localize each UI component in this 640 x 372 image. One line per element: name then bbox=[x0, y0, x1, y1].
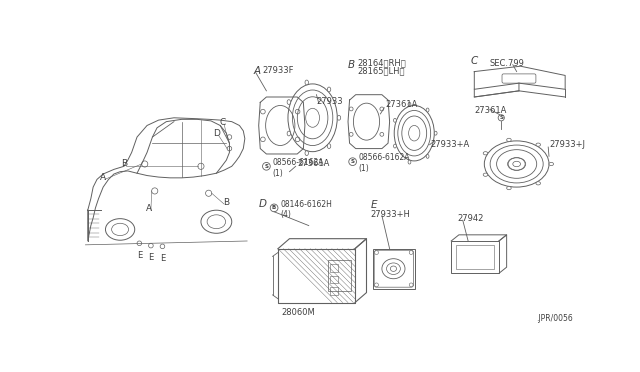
Circle shape bbox=[409, 283, 413, 287]
Text: 27361A: 27361A bbox=[474, 106, 507, 115]
Circle shape bbox=[349, 107, 353, 111]
Ellipse shape bbox=[483, 173, 488, 176]
Text: 27933+A: 27933+A bbox=[431, 140, 470, 149]
Text: 27933+H: 27933+H bbox=[371, 210, 410, 219]
Ellipse shape bbox=[549, 162, 554, 166]
Bar bbox=[451, 241, 499, 273]
Text: 27933F: 27933F bbox=[262, 66, 294, 75]
Ellipse shape bbox=[536, 182, 541, 185]
Ellipse shape bbox=[426, 108, 429, 112]
Text: 27361A: 27361A bbox=[297, 160, 330, 169]
Circle shape bbox=[380, 132, 384, 136]
Text: (1): (1) bbox=[273, 169, 284, 177]
Text: C: C bbox=[220, 118, 226, 127]
Text: A: A bbox=[253, 66, 260, 76]
Text: (1): (1) bbox=[359, 164, 369, 173]
Ellipse shape bbox=[536, 143, 541, 146]
Circle shape bbox=[349, 132, 353, 136]
Ellipse shape bbox=[507, 186, 511, 190]
Text: 08566-6162A: 08566-6162A bbox=[273, 158, 324, 167]
Ellipse shape bbox=[287, 131, 291, 136]
Circle shape bbox=[295, 109, 300, 114]
Text: 27942: 27942 bbox=[458, 214, 484, 223]
Circle shape bbox=[260, 137, 265, 142]
Text: 27933+J: 27933+J bbox=[550, 140, 586, 149]
Text: D: D bbox=[213, 129, 220, 138]
Text: 08566-6162A: 08566-6162A bbox=[359, 153, 410, 162]
Text: E: E bbox=[137, 251, 142, 260]
Text: C: C bbox=[470, 56, 477, 66]
Circle shape bbox=[374, 283, 378, 287]
Ellipse shape bbox=[327, 87, 331, 92]
Text: (4): (4) bbox=[280, 210, 291, 219]
Ellipse shape bbox=[305, 80, 308, 85]
Ellipse shape bbox=[435, 131, 437, 135]
Text: 08146-6162H: 08146-6162H bbox=[280, 199, 332, 209]
Circle shape bbox=[260, 109, 265, 114]
Text: B: B bbox=[121, 160, 127, 169]
Text: 27361A: 27361A bbox=[386, 100, 418, 109]
Text: A: A bbox=[145, 204, 152, 213]
Bar bbox=[328, 260, 351, 291]
Ellipse shape bbox=[408, 160, 411, 164]
Text: B: B bbox=[223, 198, 229, 207]
Text: S: S bbox=[264, 164, 268, 169]
Text: .JPR/0056: .JPR/0056 bbox=[536, 314, 573, 323]
Ellipse shape bbox=[394, 144, 396, 148]
Text: SEC.799: SEC.799 bbox=[490, 58, 525, 67]
Ellipse shape bbox=[305, 151, 308, 155]
Text: B: B bbox=[348, 60, 355, 70]
Ellipse shape bbox=[287, 100, 291, 105]
Bar bbox=[372, 249, 415, 289]
Ellipse shape bbox=[337, 115, 340, 120]
Text: D: D bbox=[259, 199, 267, 209]
Text: 27933: 27933 bbox=[316, 97, 343, 106]
Text: E: E bbox=[160, 254, 165, 263]
Text: E: E bbox=[371, 200, 377, 210]
Circle shape bbox=[380, 107, 384, 111]
Circle shape bbox=[374, 251, 378, 254]
Ellipse shape bbox=[507, 138, 511, 141]
Text: A: A bbox=[100, 173, 106, 182]
Ellipse shape bbox=[426, 154, 429, 158]
Bar bbox=[330, 287, 338, 295]
Ellipse shape bbox=[408, 102, 411, 106]
Text: 28164（RH）: 28164（RH） bbox=[357, 58, 406, 67]
Bar bbox=[456, 245, 494, 269]
Ellipse shape bbox=[394, 118, 396, 122]
Text: 28060M: 28060M bbox=[282, 308, 316, 317]
Text: B: B bbox=[272, 205, 276, 211]
Circle shape bbox=[409, 251, 413, 254]
Text: 28165（LH）: 28165（LH） bbox=[357, 66, 404, 75]
Text: S: S bbox=[351, 159, 355, 164]
Ellipse shape bbox=[327, 144, 331, 148]
Ellipse shape bbox=[483, 152, 488, 155]
Text: E: E bbox=[148, 253, 154, 262]
Bar bbox=[330, 276, 338, 283]
Bar bbox=[330, 264, 338, 272]
Text: S: S bbox=[499, 115, 503, 120]
Circle shape bbox=[295, 137, 300, 142]
